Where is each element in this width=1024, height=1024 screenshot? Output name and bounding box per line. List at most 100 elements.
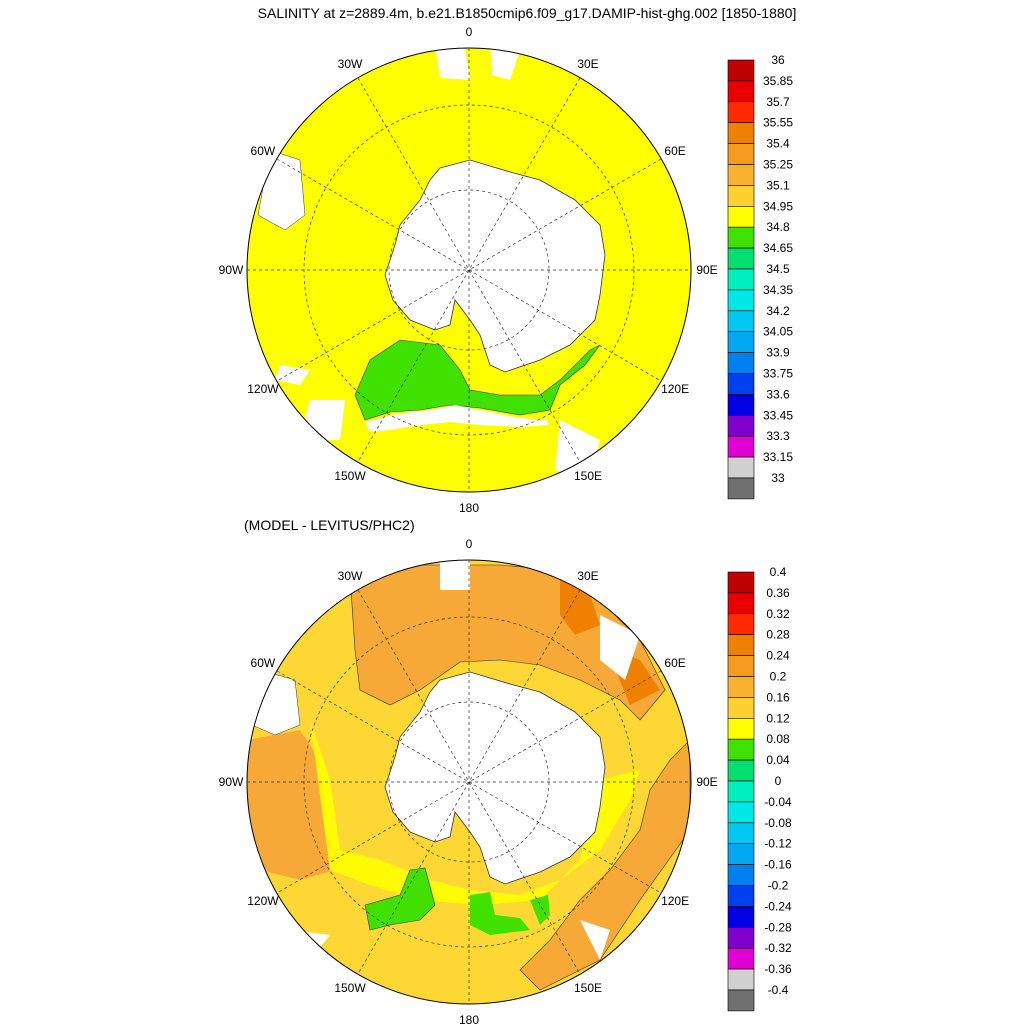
colorbar-label: 34.35 [763,283,793,297]
colorbar-label: 34.2 [766,304,790,318]
colorbar-swatch [727,947,755,970]
colorbar-swatch [727,822,755,844]
lon-label: 150E [574,981,602,995]
colorbar-label: 0.32 [766,607,790,621]
lon-label: 180 [459,1013,479,1024]
colorbar-label: -0.32 [764,941,792,955]
colorbar-swatch [727,122,755,144]
lon-label: 60E [664,656,685,670]
colorbar-swatch [727,331,755,353]
colorbar-swatch [727,989,755,1012]
map-1-lon-labels: 0 30E 60E 90E 120E 150E 180 150W 120W 90W 60W 30W [219,25,718,515]
panel-salinity: SALINITY at z=2889.4m, b.e21.B1850cmip6.… [219,5,797,515]
colorbar-label: 35.55 [763,116,793,130]
lon-label: 150E [574,469,602,483]
colorbar-label: 0.28 [766,628,790,642]
colorbar-label: -0.36 [764,962,792,976]
colorbar-swatch [727,477,755,500]
colorbar-swatch [727,435,755,458]
lon-label: 90E [696,263,717,277]
colorbar-swatch [727,926,755,949]
colorbar-label: 0.24 [766,649,790,663]
colorbar-label: 34.5 [766,262,790,276]
colorbar-label: 33.75 [763,367,793,381]
lon-label: 150W [334,981,366,995]
colorbar-swatch [727,613,755,635]
lon-label: 120W [247,894,279,908]
colorbar-swatch [727,655,755,677]
colorbar-1: 36 35.85 35.7 35.55 35.4 35.25 35.1 34.95 34.8 34… [727,53,793,500]
colorbar-swatch [727,885,755,907]
colorbar-label: 33.15 [763,450,793,464]
colorbar-swatch [727,717,755,740]
colorbar-label: 33 [771,471,785,485]
lon-label: 90E [696,775,717,789]
colorbar-swatch [727,968,755,991]
panel-difference: (MODEL - LEVITUS/PHC2) [219,517,792,1024]
lon-label: 30W [338,57,363,71]
lon-label: 60E [664,144,685,158]
colorbar-label: -0.2 [768,879,789,893]
lon-label: 60W [251,144,276,158]
colorbar-swatch [727,143,755,165]
colorbar-label: 34.95 [763,199,793,213]
colorbar-label: 35.85 [763,74,793,88]
colorbar-label: 36 [771,53,785,67]
colorbar-label: 34.8 [766,220,790,234]
colorbar-label: 35.25 [763,158,793,172]
lon-label: 30W [338,569,363,583]
colorbar-swatch [727,843,755,865]
lon-label: 90W [219,775,244,789]
colorbar-label: 0.08 [766,732,790,746]
colorbar-label: 0.4 [770,565,787,579]
panel-1-title: SALINITY at z=2889.4m, b.e21.B1850cmip6.… [258,5,797,21]
colorbar-label: -0.16 [764,858,792,872]
colorbar-swatch [727,247,755,270]
colorbar-label: -0.4 [768,983,789,997]
colorbar-swatch [727,801,755,824]
colorbar-label: 0.36 [766,586,790,600]
lon-label: 120W [247,382,279,396]
colorbar-label: -0.24 [764,899,792,913]
colorbar-label: 0.16 [766,690,790,704]
map-2-lon-labels: 0 30E 60E 90E 120E 150E 180 150W 120W 90W 60W 30W [219,537,718,1024]
colorbar-label: -0.04 [764,795,792,809]
colorbar-swatch [727,206,755,228]
colorbar-label: -0.08 [764,816,792,830]
map-2-field [247,560,691,1004]
lon-label: 90W [219,263,244,277]
colorbar-label: 34.05 [763,325,793,339]
colorbar-swatch [727,394,755,416]
colorbar-label: 35.1 [766,178,790,192]
colorbar-swatch [727,676,755,698]
lon-label: 0 [466,537,473,551]
lon-label: 30E [577,569,598,583]
map-2-grid [247,560,691,1004]
lon-label: 180 [459,501,479,515]
colorbar-swatch [727,80,755,103]
lon-label: 120E [661,382,689,396]
colorbar-swatch [727,759,755,782]
colorbar-swatch [727,456,755,479]
colorbar-swatch [727,414,755,437]
colorbar-label: 33.45 [763,408,793,422]
lon-label: 30E [577,57,598,71]
colorbar-swatch [727,164,755,186]
lon-label: 0 [466,25,473,39]
map-1-grid [247,48,691,492]
colorbar-label: 34.65 [763,241,793,255]
colorbar-swatch [727,864,755,886]
colorbar-label: 0.2 [770,670,787,684]
colorbar-swatch [727,634,755,656]
colorbar-swatch [727,697,755,719]
colorbar-swatch [727,101,755,124]
colorbar-swatch [727,289,755,312]
colorbar-swatch [727,268,755,291]
colorbar-label: -0.28 [764,920,792,934]
colorbar-swatch [727,59,755,82]
colorbar-label: 0.12 [766,711,790,725]
colorbar-label: 33.6 [766,387,790,401]
colorbar-label: 0 [775,774,782,788]
colorbar-label: -0.12 [764,837,792,851]
